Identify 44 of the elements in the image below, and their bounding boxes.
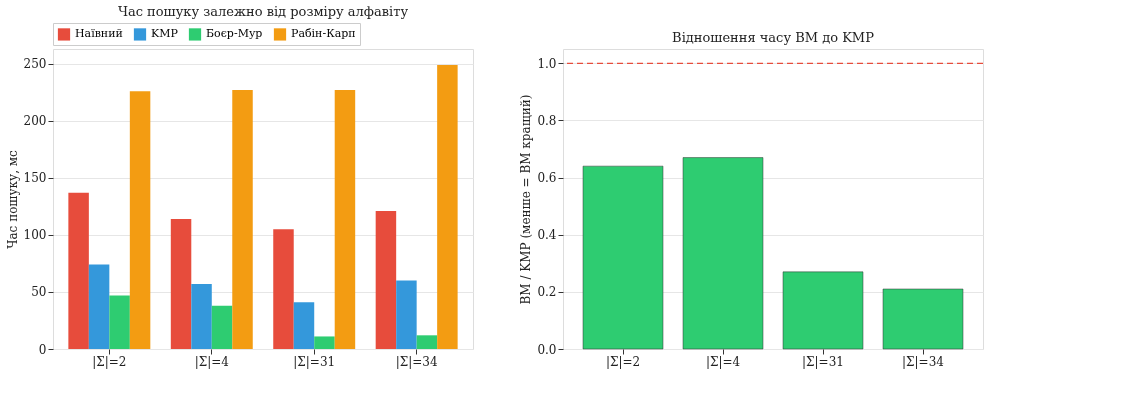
y-tick-label: 200 bbox=[23, 114, 47, 129]
x-tick-label: |Σ|=4 bbox=[194, 354, 230, 369]
bar bbox=[273, 229, 294, 349]
bar bbox=[293, 302, 315, 349]
y-tick-label: 0.0 bbox=[537, 342, 557, 357]
legend-label: Боєр-Мур bbox=[206, 27, 263, 41]
y-tick-label: 250 bbox=[23, 57, 47, 72]
y-tick-label: 0.8 bbox=[537, 113, 557, 128]
bar bbox=[375, 210, 397, 349]
chart-title: Відношення часу BM до KMP bbox=[672, 30, 875, 45]
bar bbox=[191, 283, 212, 349]
x-tick-label: |Σ|=4 bbox=[705, 354, 741, 369]
bar bbox=[170, 218, 192, 349]
x-tick-label: |Σ|=31 bbox=[802, 354, 844, 369]
y-tick-label: 150 bbox=[23, 171, 47, 186]
y-tick-label: 0.6 bbox=[537, 171, 557, 186]
bar bbox=[416, 335, 438, 349]
bar bbox=[68, 192, 89, 349]
y-axis-title: BM / KMP (менше = BM кращий) bbox=[519, 94, 534, 305]
y-tick-label: 0.2 bbox=[537, 285, 557, 300]
x-tick-label: |Σ|=31 bbox=[293, 354, 336, 369]
bar bbox=[129, 91, 151, 349]
y-tick-label: 50 bbox=[31, 285, 47, 300]
bar bbox=[109, 295, 130, 349]
y-tick-label: 0 bbox=[38, 342, 47, 357]
y-tick-label: 100 bbox=[23, 228, 47, 243]
x-tick-label: |Σ|=34 bbox=[395, 354, 438, 369]
bar bbox=[314, 336, 335, 349]
chart-title: Час пошуку залежно від розміру алфавіту bbox=[117, 3, 409, 19]
bar bbox=[88, 264, 110, 349]
bar bbox=[334, 90, 356, 349]
y-axis-title: Час пошуку, мс bbox=[5, 149, 20, 249]
x-tick-label: |Σ|=34 bbox=[902, 354, 945, 369]
bar bbox=[232, 90, 253, 349]
y-tick-label: 1.0 bbox=[537, 56, 557, 71]
legend-label: Наївний bbox=[75, 27, 123, 41]
bar bbox=[396, 280, 417, 349]
bar bbox=[211, 305, 233, 349]
legend-label: Рабін-Карп bbox=[291, 27, 356, 41]
x-tick-label: |Σ|=2 bbox=[605, 354, 641, 369]
x-tick-label: |Σ|=2 bbox=[92, 354, 127, 369]
y-tick-label: 0.4 bbox=[537, 228, 557, 243]
legend-label: KMP bbox=[151, 27, 179, 41]
bar bbox=[437, 64, 458, 349]
